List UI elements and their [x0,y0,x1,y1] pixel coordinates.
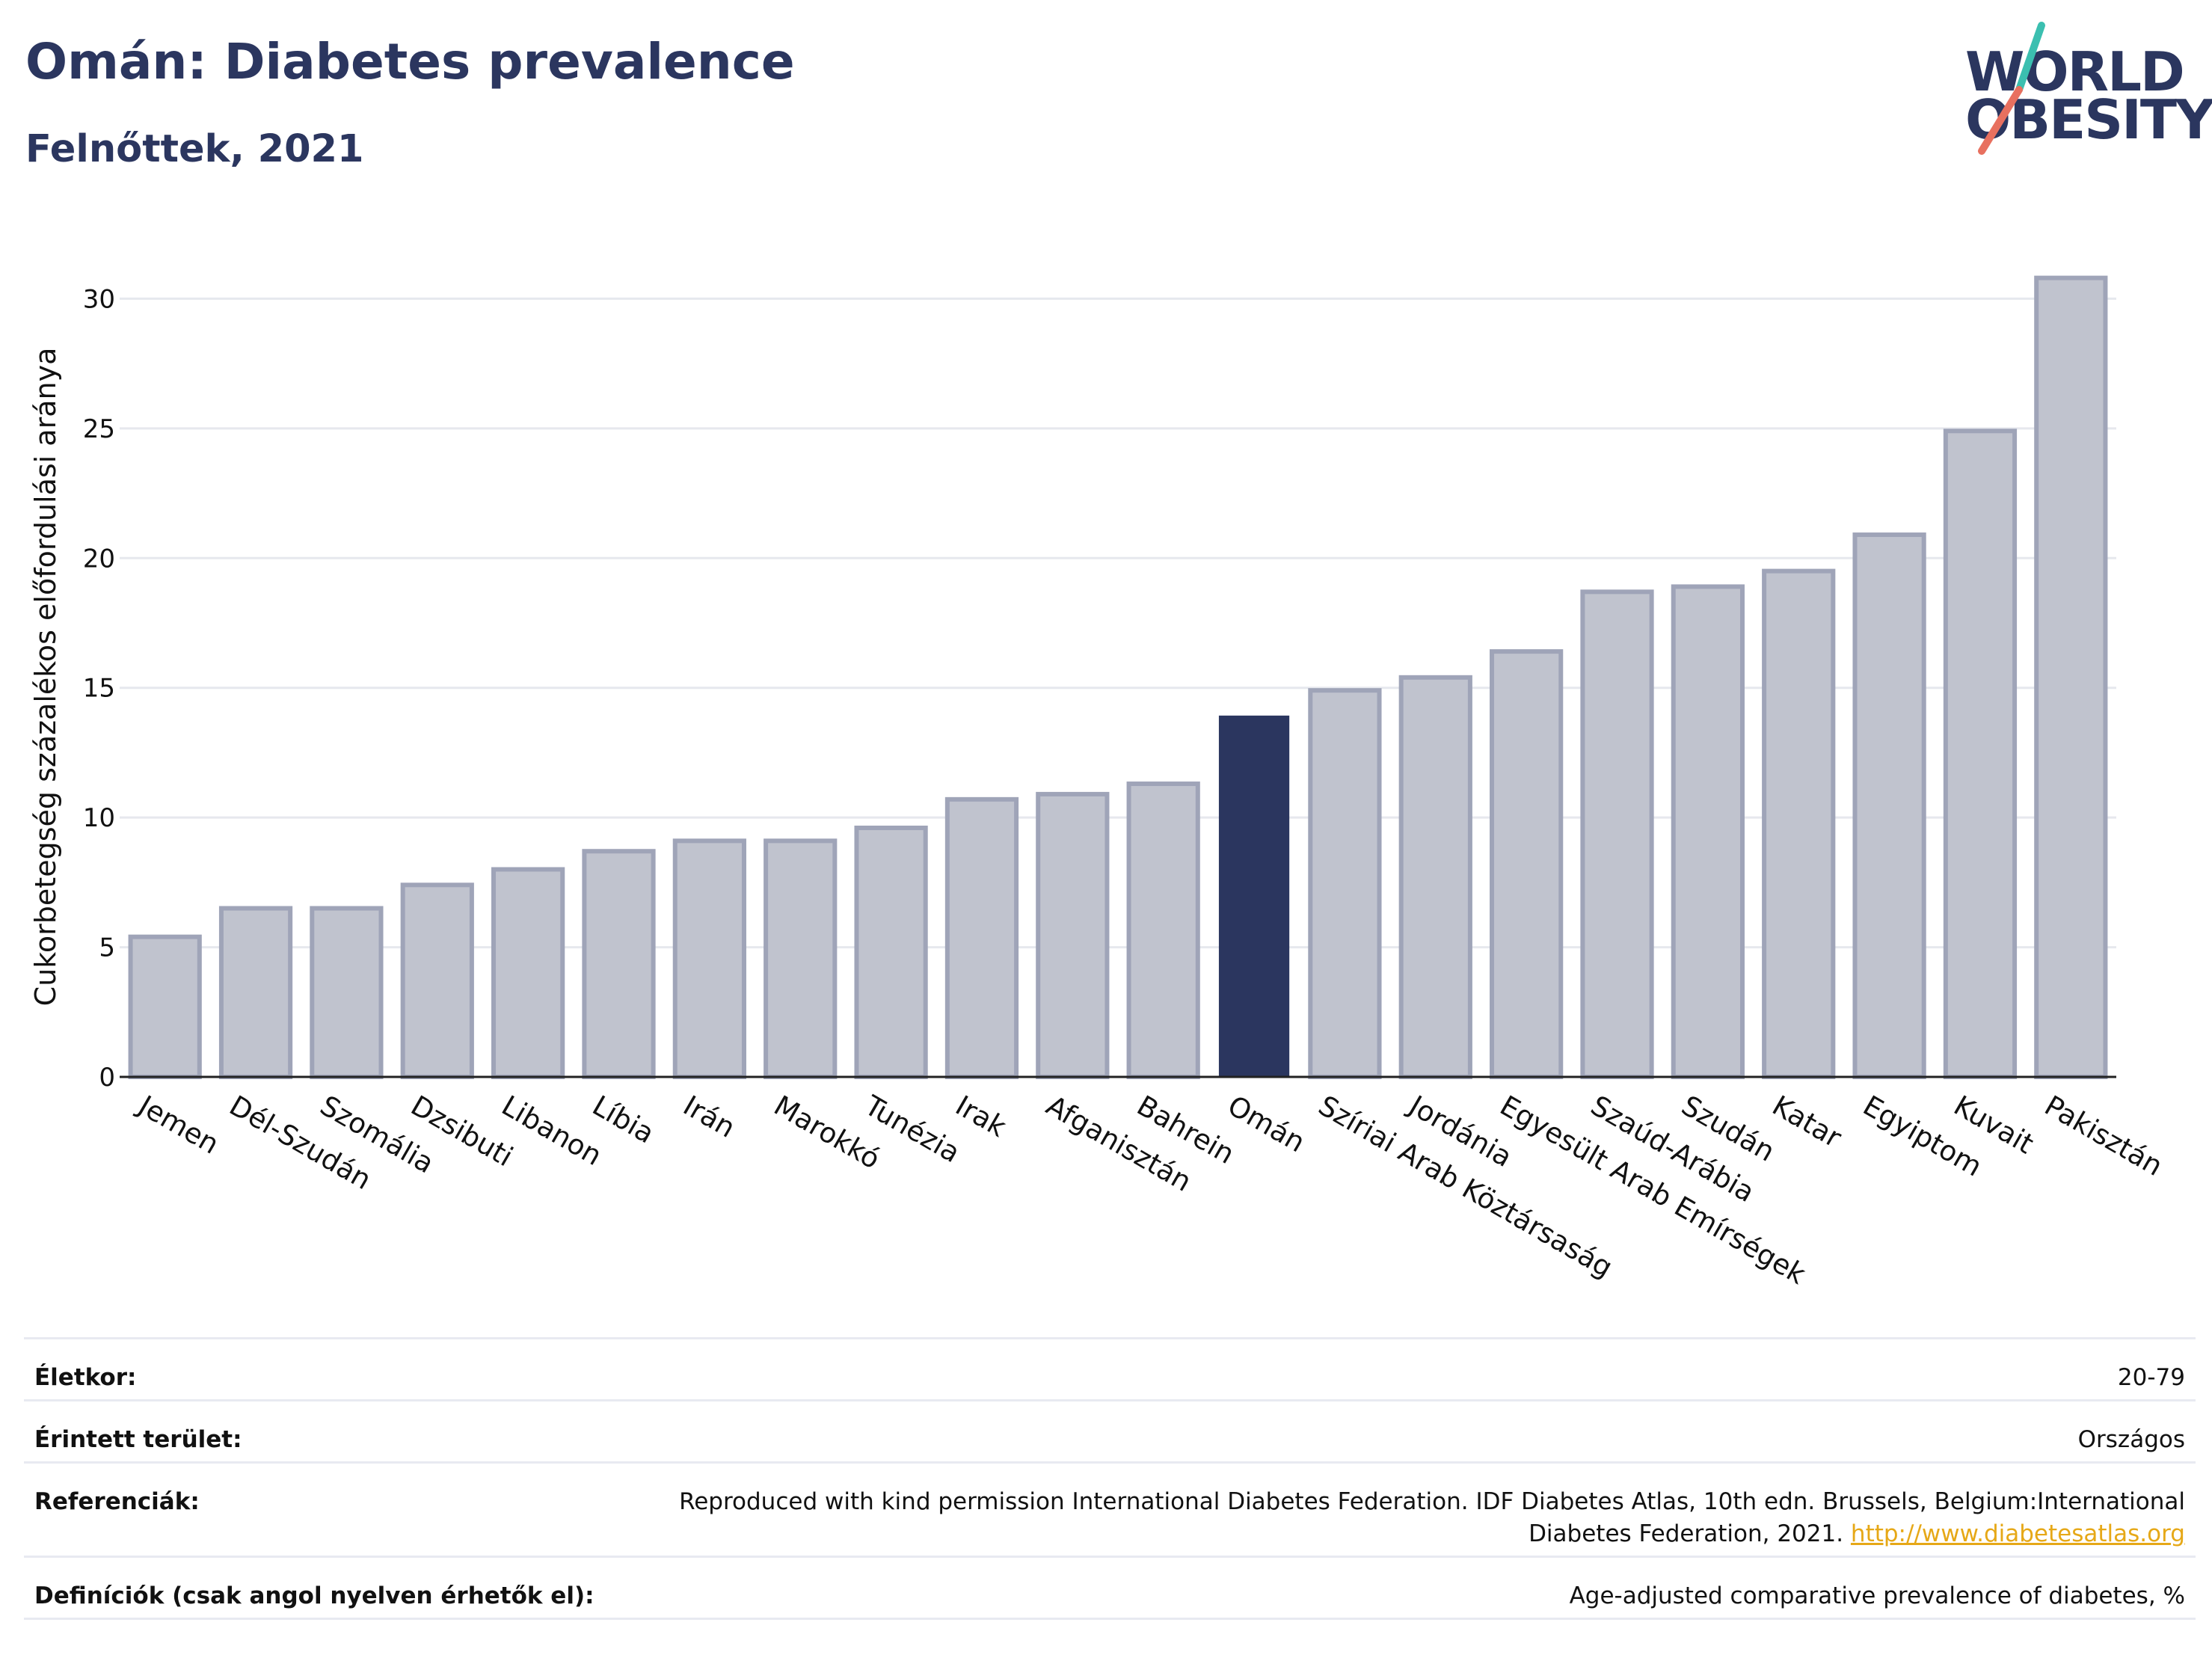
bar-szaúd-arábia [1580,589,1654,1079]
x-axis-labels: Jemen Dél-SzudánSzomáliaDzsibutiLibanonLí… [132,1089,2168,1291]
meta-key-references: Referenciák: [34,1488,200,1515]
metadata-table: Életkor: 20-79 Érintett terület: Országo… [24,1337,2196,1620]
meta-value-age: 20-79 [2117,1364,2185,1391]
x-tick-label: Pakisztán [2039,1090,2168,1182]
y-tick-label: 30 [83,284,115,314]
x-tick-label: Irán [678,1090,740,1144]
bar-marokkó [764,838,838,1079]
logo-slash-icon [1978,22,2045,155]
bar-irak [944,796,1019,1079]
bar-tunézia [854,826,928,1079]
bar-szomália [310,906,384,1079]
bar-kuvait [1943,429,2018,1079]
bar-pakisztán [2034,275,2108,1079]
bar-líbia [582,849,656,1079]
x-tick-label: Irak [950,1090,1012,1144]
bar-jemen [128,934,202,1079]
bar-chart: 0 5 10 15 20 25 30 Jemen Dél-SzudánSzomáliaDzsi… [29,275,2168,1291]
bar-afganisztán [1036,791,1110,1079]
y-tick-label: 10 [83,803,115,833]
bar-dél-szudán [218,906,293,1079]
y-tick-label: 25 [83,414,115,444]
bar-irán [672,838,746,1079]
logo-text-line2: OBESITY [1965,88,2212,151]
meta-key-area: Érintett terület: [34,1426,242,1453]
bar-libanon [491,867,565,1079]
meta-value-area: Országos [2077,1426,2185,1453]
bar-katar [1762,568,1836,1079]
y-axis-ticks: 0 5 10 15 20 25 30 [83,284,115,1093]
bars [128,275,2108,1079]
meta-row-definitions: Definíciók (csak angol nyelven érhetők e… [24,1556,2196,1620]
reference-link[interactable]: http://www.diabetesatlas.org [1850,1520,2185,1547]
meta-row-references: Referenciák: Reproduced with kind permis… [24,1461,2196,1556]
meta-row-age: Életkor: 20-79 [24,1337,2196,1399]
chart-title: Omán: Diabetes prevalence [25,33,795,90]
bar-szudán [1671,584,1745,1079]
logo-text-line1: WORLD [1965,40,2185,103]
bar-dzsibuti [400,882,474,1079]
y-axis-title: Cukorbetegség százalékos előfordulási ar… [29,348,62,1007]
bar-egyesült-arab-emírségek [1490,649,1564,1079]
bar-bahrein [1126,782,1200,1079]
meta-value-references: Reproduced with kind permission Internat… [630,1486,2185,1550]
x-tick-label: Jemen [132,1089,224,1161]
y-tick-label: 20 [83,544,115,574]
meta-row-area: Érintett terület: Országos [24,1399,2196,1461]
world-obesity-logo[interactable]: WORLD OBESITY [1944,15,2212,165]
reference-text: Reproduced with kind permission Internat… [679,1488,2185,1547]
meta-key-age: Életkor: [34,1364,137,1391]
x-tick-label: Katar [1767,1090,1848,1155]
x-tick-label: Libanon [497,1090,607,1173]
y-tick-label: 0 [99,1063,115,1093]
meta-value-definitions: Age-adjusted comparative prevalence of d… [1569,1582,2185,1609]
meta-key-definitions: Definíciók (csak angol nyelven érhetők e… [34,1582,595,1609]
bar-egyiptom [1852,532,1926,1079]
y-tick-label: 5 [99,933,115,963]
y-tick-label: 15 [83,674,115,704]
bar-jordánia [1398,675,1472,1079]
bar-omán [1218,715,1290,1078]
chart-subtitle: Felnőttek, 2021 [25,127,364,171]
bar-szíriai-arab-köztársaság [1308,688,1382,1079]
